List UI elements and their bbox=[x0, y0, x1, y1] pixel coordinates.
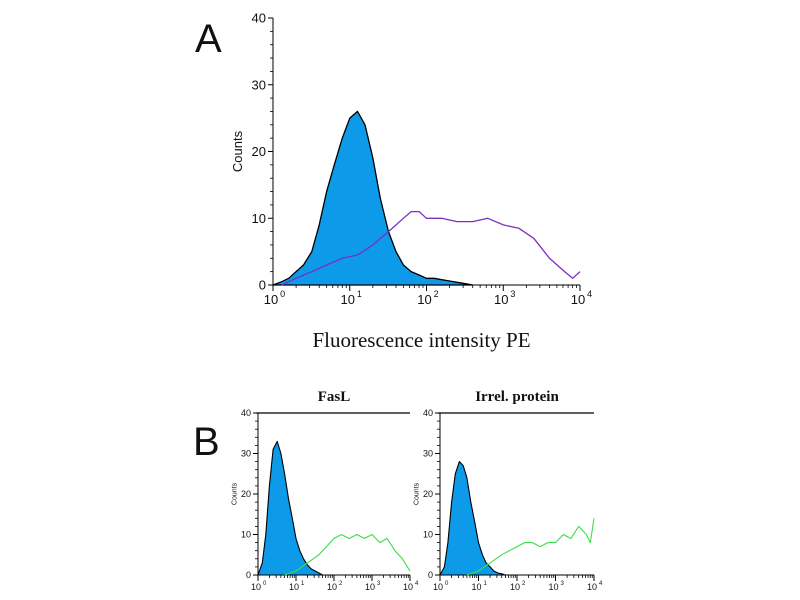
x-tick-exponent: 4 bbox=[415, 581, 419, 587]
x-tick-exponent: 4 bbox=[587, 289, 592, 299]
y-tick-label: 10 bbox=[252, 211, 266, 226]
x-tick-label: 10 bbox=[571, 292, 585, 307]
y-tick-label: 10 bbox=[241, 530, 251, 540]
x-tick-exponent: 3 bbox=[560, 581, 564, 587]
panel-label: A bbox=[195, 17, 222, 61]
histogram-line-series-1 bbox=[284, 533, 411, 576]
y-axis-label: Counts bbox=[413, 482, 420, 505]
y-tick-label: 0 bbox=[246, 570, 251, 580]
x-tick-exponent: 2 bbox=[522, 581, 526, 587]
x-tick-exponent: 3 bbox=[377, 581, 381, 587]
y-tick-label: 30 bbox=[241, 449, 251, 459]
x-tick-exponent: 1 bbox=[301, 581, 305, 587]
panel-subtitle: Irrel. protein bbox=[475, 389, 559, 405]
y-tick-label: 40 bbox=[252, 11, 266, 26]
x-tick-exponent: 2 bbox=[434, 289, 439, 299]
y-axis-label: Counts bbox=[231, 482, 238, 505]
x-tick-label: 10 bbox=[433, 582, 443, 592]
x-axis-label: Fluorescence intensity PE bbox=[312, 328, 530, 352]
x-tick-label: 10 bbox=[327, 582, 337, 592]
y-tick-label: 40 bbox=[241, 408, 251, 418]
x-tick-exponent: 3 bbox=[510, 289, 515, 299]
histogram-filled-series-0 bbox=[272, 110, 474, 286]
x-tick-exponent: 0 bbox=[263, 581, 267, 587]
x-tick-exponent: 0 bbox=[445, 581, 449, 587]
x-tick-label: 10 bbox=[403, 582, 413, 592]
y-tick-label: 10 bbox=[423, 530, 433, 540]
x-tick-label: 10 bbox=[510, 582, 520, 592]
x-tick-label: 10 bbox=[417, 292, 431, 307]
x-tick-label: 10 bbox=[548, 582, 558, 592]
x-tick-label: 10 bbox=[471, 582, 481, 592]
x-tick-exponent: 0 bbox=[280, 289, 285, 299]
x-tick-label: 10 bbox=[494, 292, 508, 307]
panel-label: B bbox=[193, 420, 220, 464]
y-tick-label: 20 bbox=[241, 489, 251, 499]
x-tick-exponent: 1 bbox=[483, 581, 487, 587]
y-tick-label: 30 bbox=[252, 77, 266, 92]
y-tick-label: 30 bbox=[423, 449, 433, 459]
x-tick-exponent: 1 bbox=[357, 289, 362, 299]
x-tick-label: 10 bbox=[289, 582, 299, 592]
y-axis-label: Counts bbox=[230, 130, 245, 172]
panel-subtitle: FasL bbox=[318, 389, 351, 405]
x-tick-label: 10 bbox=[365, 582, 375, 592]
x-tick-label: 10 bbox=[264, 292, 278, 307]
histogram-filled-series-0 bbox=[439, 461, 506, 576]
x-tick-exponent: 2 bbox=[339, 581, 343, 587]
histogram-line-series-1 bbox=[466, 518, 595, 576]
y-tick-label: 40 bbox=[423, 408, 433, 418]
y-tick-label: 0 bbox=[428, 570, 433, 580]
y-tick-label: 0 bbox=[259, 278, 266, 293]
histogram-line-series-1 bbox=[281, 210, 581, 286]
x-tick-exponent: 4 bbox=[599, 581, 603, 587]
x-tick-label: 10 bbox=[251, 582, 261, 592]
y-tick-label: 20 bbox=[423, 489, 433, 499]
histogram-filled-series-0 bbox=[257, 440, 324, 576]
x-tick-label: 10 bbox=[587, 582, 597, 592]
y-tick-label: 20 bbox=[252, 144, 266, 159]
x-tick-label: 10 bbox=[341, 292, 355, 307]
